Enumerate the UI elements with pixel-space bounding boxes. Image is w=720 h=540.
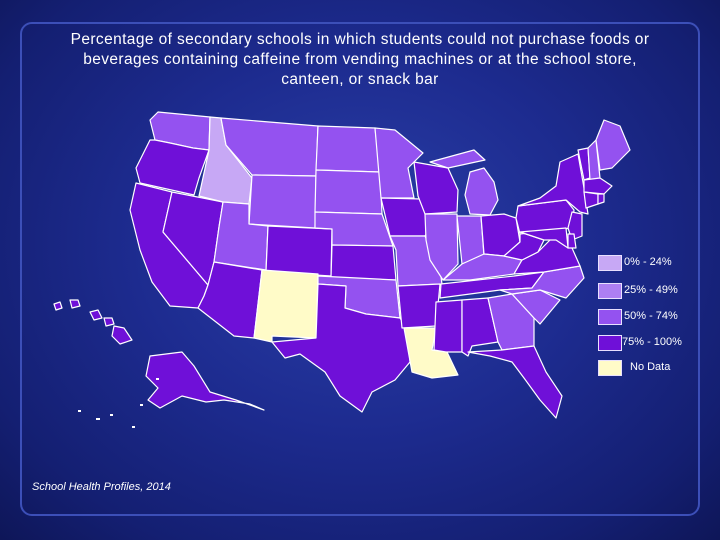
state-KS [330,244,397,281]
legend-swatch [598,283,622,299]
state-NM [253,269,319,343]
map-title: Percentage of secondary schools in which… [24,30,696,90]
title-line-2: beverages containing caffeine from vendi… [83,51,637,68]
legend-item-0-24: 0% - 24% [598,255,698,271]
island-speck [96,418,100,420]
state-MI [429,149,499,216]
state-AK [145,351,265,411]
state-NC [499,265,585,299]
state-MD [519,227,569,249]
state-MS [433,299,463,353]
title-line-1: Percentage of secondary schools in which… [70,31,650,48]
legend-item-no-data: No Data [598,360,698,376]
island-speck [140,404,143,406]
title-line-3: canteen, or snack bar [281,71,439,88]
state-FL [467,345,563,419]
legend-swatch [598,360,622,376]
state-WY [248,174,317,229]
alaska-islands [78,378,159,428]
state-ME [595,119,631,171]
island-speck [110,414,113,416]
state-NJ [567,211,583,241]
island-speck [132,426,135,428]
state-DE [567,233,577,249]
state-HI [53,299,133,345]
state-RI [597,193,605,205]
legend-swatch [598,309,622,325]
legend-label: No Data [630,361,671,373]
state-CO [265,225,333,277]
legend-swatch [598,335,622,351]
state-OR [135,139,210,196]
legend-swatch [598,255,622,271]
island-speck [156,378,159,380]
state-MA [583,177,613,195]
legend-label: 75% - 100% [622,336,682,348]
legend-item-25-49: 25% - 49% [598,283,698,299]
state-ND [315,125,381,173]
island-speck [78,410,81,412]
legend-label: 0% - 24% [624,256,672,268]
state-AR [397,283,441,329]
slide-frame [20,22,700,516]
state-NY [517,153,589,215]
state-SD [314,169,383,215]
state-CT [583,191,599,209]
legend-item-75-100: 75% - 100% [598,335,698,351]
source-note: School Health Profiles, 2014 [32,481,171,493]
legend-item-50-74: 50% - 74% [598,309,698,325]
state-TX [271,283,411,413]
legend-label: 25% - 49% [624,284,678,296]
legend-label: 50% - 74% [624,310,678,322]
